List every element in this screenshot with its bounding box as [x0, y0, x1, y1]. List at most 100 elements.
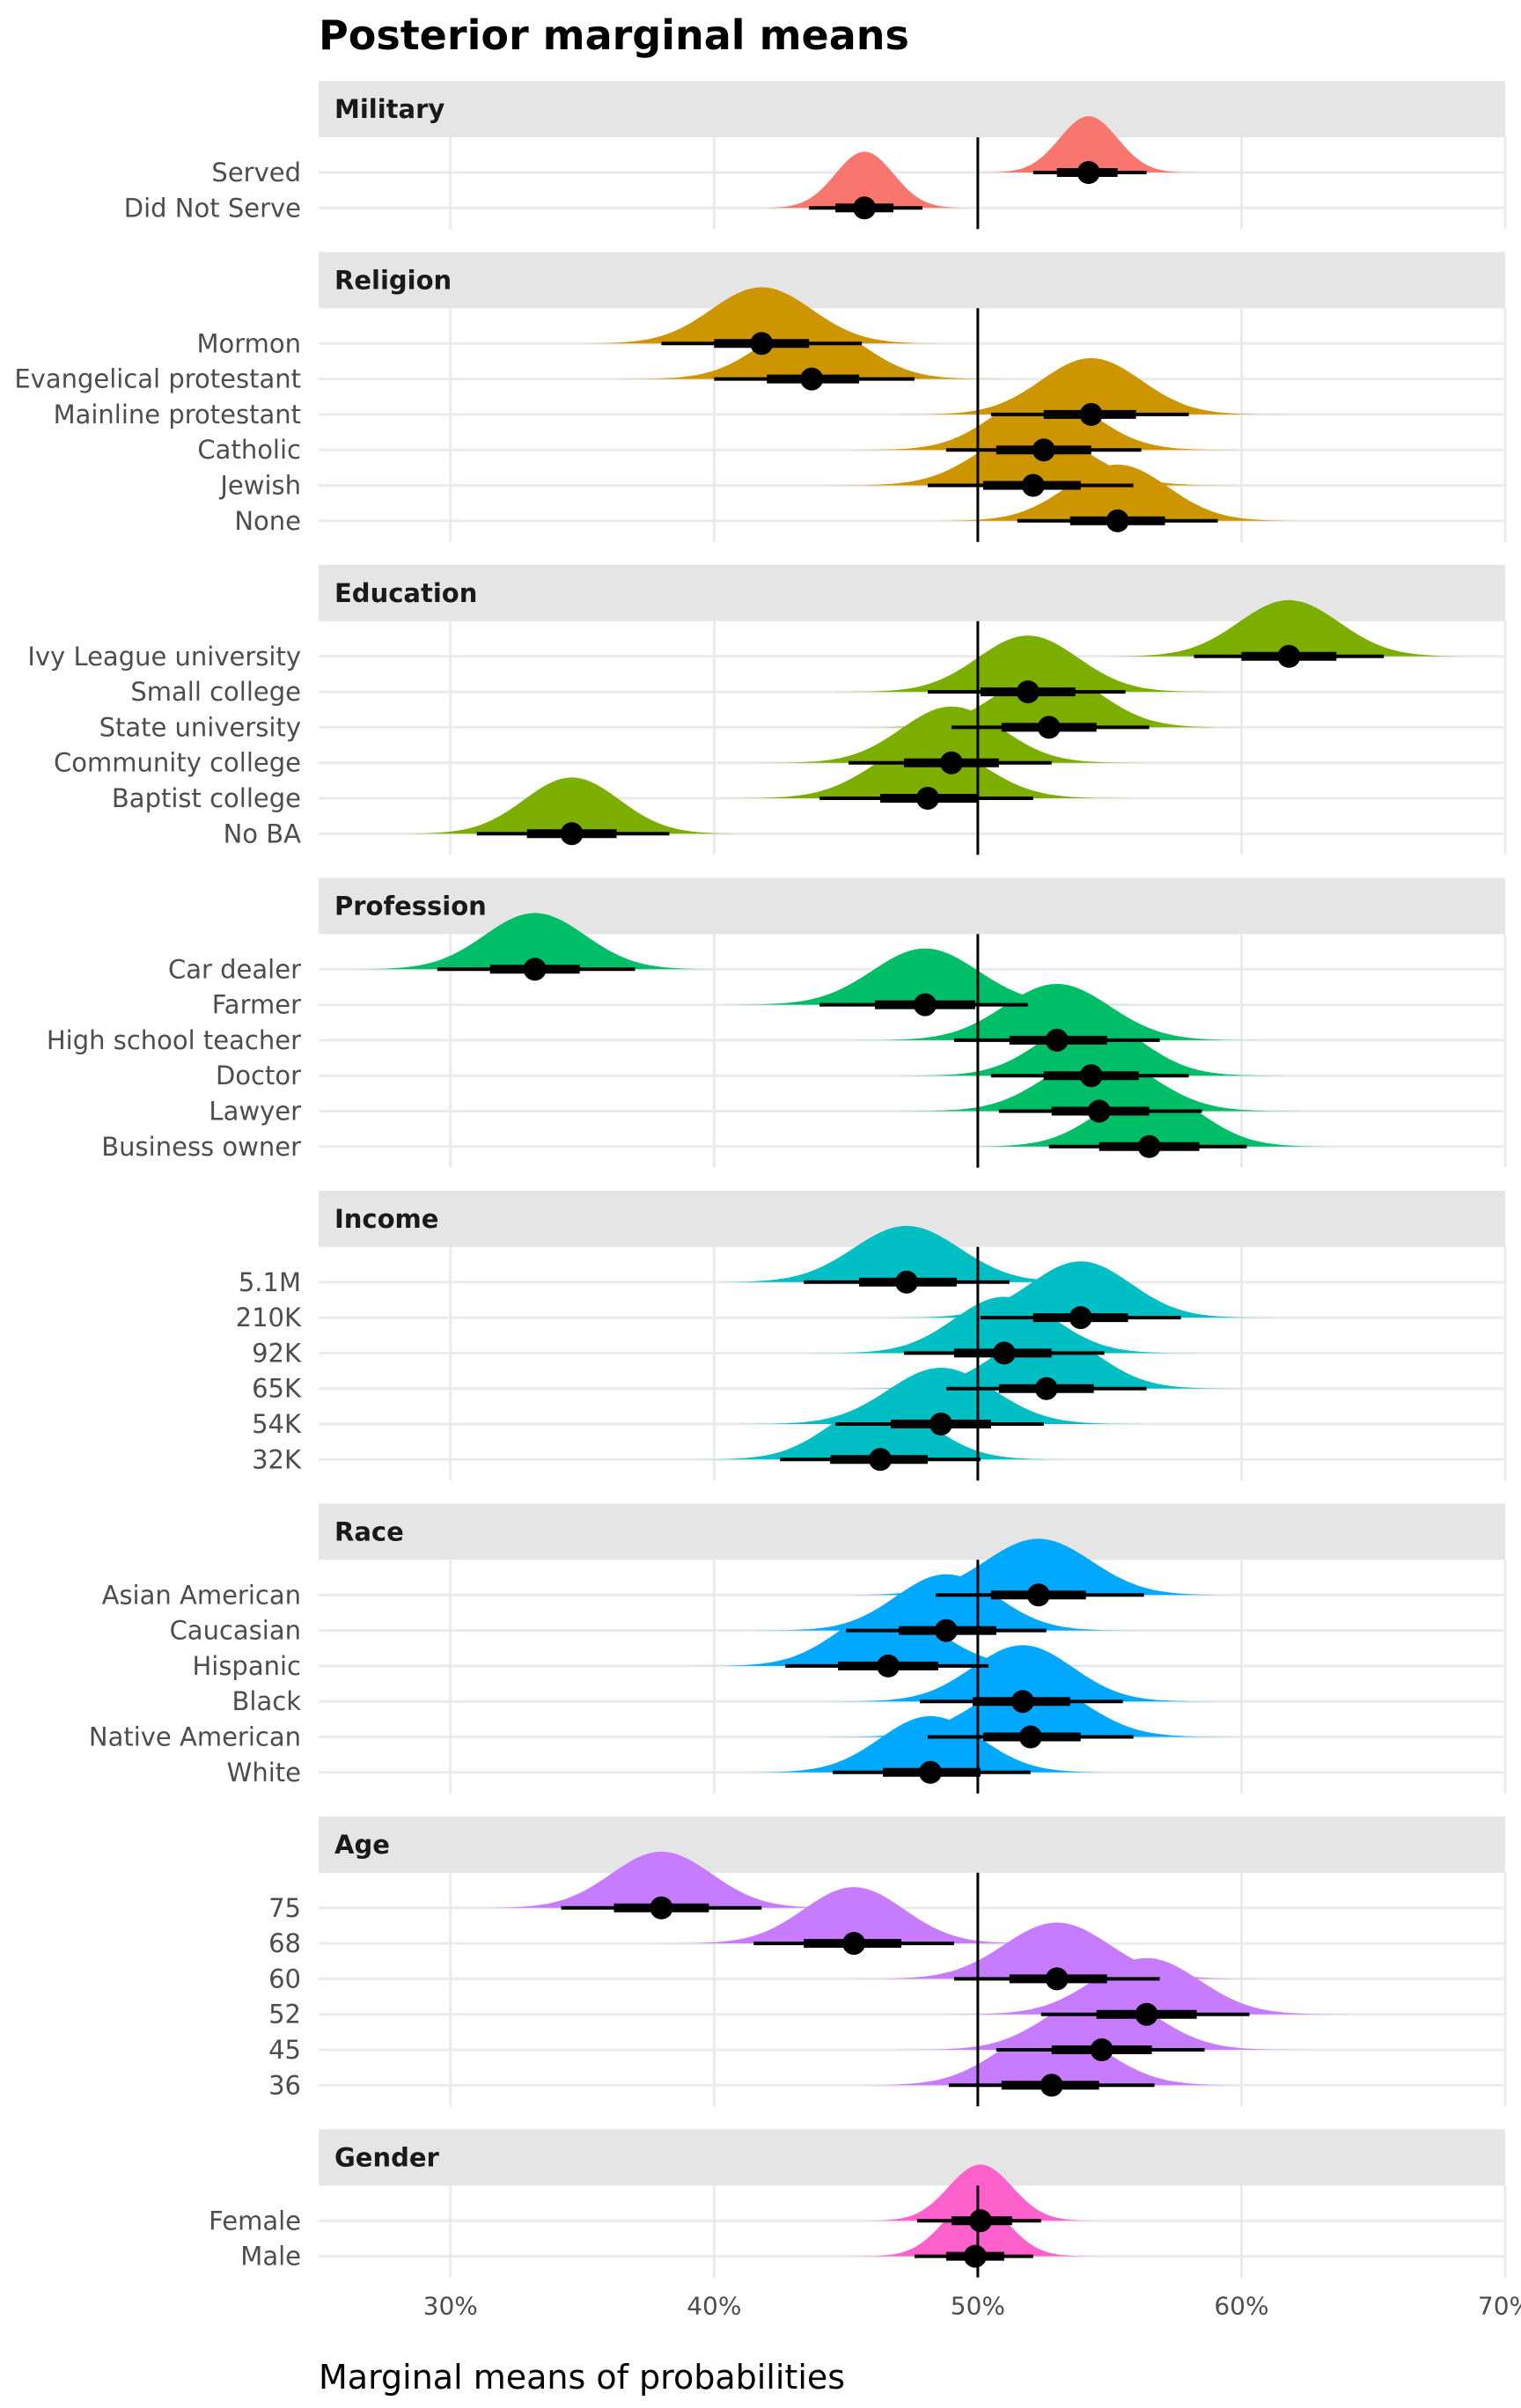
facet-strip-label: Gender — [334, 2142, 440, 2172]
median-point — [1018, 1725, 1042, 1749]
halfeye-none — [907, 464, 1328, 521]
chart-title: Posterior marginal means — [319, 11, 909, 59]
median-point — [1076, 161, 1100, 184]
facet-strip — [319, 564, 1505, 621]
facet-strip — [319, 252, 1505, 309]
halfeye-doctor — [880, 1019, 1302, 1076]
y-tick-label: Did Not Serve — [124, 193, 301, 223]
density-slab — [703, 948, 1147, 1005]
halfeye-car-dealer — [324, 913, 746, 970]
y-tick-label: Asian American — [102, 1580, 301, 1610]
halfeye-92k — [793, 1296, 1215, 1354]
x-axis: 30% 40% 50% 60% 70% — [423, 2292, 1521, 2321]
facet-strip-label: Age — [334, 1830, 390, 1860]
median-point — [992, 1341, 1016, 1365]
median-point — [1045, 1967, 1069, 1991]
facet-strip-label: Income — [334, 1204, 438, 1234]
halfeye-state-university — [838, 671, 1260, 728]
facet-panel-religion: Religion Mormon Evangelical protestant Main… — [14, 252, 1507, 542]
density-slab — [551, 287, 973, 344]
density-slab — [835, 983, 1279, 1040]
median-point — [650, 1896, 673, 1920]
median-point — [1026, 1583, 1050, 1607]
median-point — [1087, 1099, 1111, 1123]
median-point — [1069, 1306, 1092, 1330]
density-slab — [880, 357, 1302, 415]
halfeye-45 — [880, 1993, 1324, 2050]
median-point — [1037, 716, 1061, 739]
median-point — [1016, 680, 1040, 704]
y-tick-label: Community college — [54, 748, 301, 778]
median-point — [1079, 402, 1103, 426]
density-slab — [1078, 599, 1500, 657]
facet-strip — [319, 1503, 1505, 1560]
halfeye-5-1m — [685, 1225, 1128, 1282]
halfeye-210k — [870, 1261, 1291, 1318]
y-tick-label: 5.1M — [239, 1267, 301, 1297]
density-slab — [670, 1403, 1091, 1460]
y-tick-label: 210K — [236, 1303, 302, 1332]
y-tick-label: Hispanic — [192, 1651, 301, 1681]
facet-strip-label: Profession — [334, 891, 487, 921]
facet-panels: Military Served Did Not Serve Religion Mormo… — [14, 81, 1507, 2278]
x-tick-label: 70% — [1478, 2292, 1521, 2321]
halfeye-community-college — [740, 706, 1162, 763]
y-tick-label: Evangelical protestant — [14, 364, 301, 394]
y-tick-label: State university — [99, 712, 301, 742]
halfeye-business-owner — [938, 1090, 1360, 1147]
density-slab — [833, 393, 1254, 451]
halfeye-farmer — [703, 948, 1147, 1005]
median-point — [1032, 438, 1055, 462]
y-tick-label: 54K — [252, 1409, 302, 1439]
halfeye-did-not-serve — [742, 151, 987, 209]
halfeye-white — [719, 1715, 1141, 1773]
y-tick-label: Served — [211, 158, 301, 187]
density-slab — [685, 1225, 1128, 1282]
density-slab — [706, 742, 1150, 798]
y-tick-label: Car dealer — [168, 954, 301, 984]
median-point — [1137, 1134, 1161, 1158]
y-tick-label: None — [234, 506, 301, 536]
halfeye-catholic — [833, 393, 1254, 451]
density-slab — [812, 1645, 1233, 1702]
facet-strip-label: Education — [334, 578, 477, 608]
halfeye-small-college — [817, 635, 1238, 693]
density-slab — [678, 1609, 1099, 1666]
y-tick-label: 68 — [268, 1928, 301, 1958]
facet-strip — [319, 81, 1505, 137]
halfeye-evangelical-protestant — [601, 322, 1023, 379]
facet-panel-military: Military Served Did Not Serve — [124, 81, 1507, 230]
median-point — [918, 1760, 942, 1784]
facet-panel-income: Income 5.1M 210K 92K 65K 54K 32K — [236, 1190, 1507, 1481]
halfeye-36 — [830, 2029, 1274, 2086]
density-slab — [880, 1993, 1324, 2050]
median-point — [913, 993, 937, 1017]
density-slab — [907, 464, 1328, 521]
facet-strip-label: Military — [334, 94, 445, 124]
y-tick-label: 32K — [252, 1444, 302, 1474]
median-point — [750, 332, 774, 356]
facet-panel-education: Education Ivy League university Small coll… — [27, 564, 1507, 855]
median-point — [939, 751, 963, 775]
halfeye-female — [847, 2164, 1113, 2221]
halfeye-65k — [835, 1332, 1257, 1389]
facet-strip-label: Race — [334, 1516, 404, 1546]
y-tick-label: High school teacher — [47, 1025, 301, 1055]
facet-strip — [319, 1816, 1505, 1873]
density-slab — [817, 635, 1238, 693]
halfeye-caucasian — [735, 1574, 1157, 1631]
density-slab — [835, 1332, 1257, 1389]
halfeye-32k — [670, 1403, 1091, 1460]
density-slab — [735, 1574, 1157, 1631]
median-point — [968, 2209, 992, 2233]
halfeye-ivy-league-university — [1078, 599, 1500, 657]
y-tick-label: Mainline protestant — [54, 400, 301, 429]
y-tick-label: Native American — [89, 1722, 301, 1752]
y-tick-label: Baptist college — [112, 783, 301, 813]
median-point — [560, 822, 584, 846]
median-point — [869, 1448, 893, 1472]
median-point — [1034, 1377, 1058, 1400]
density-slab — [643, 1887, 1065, 1944]
